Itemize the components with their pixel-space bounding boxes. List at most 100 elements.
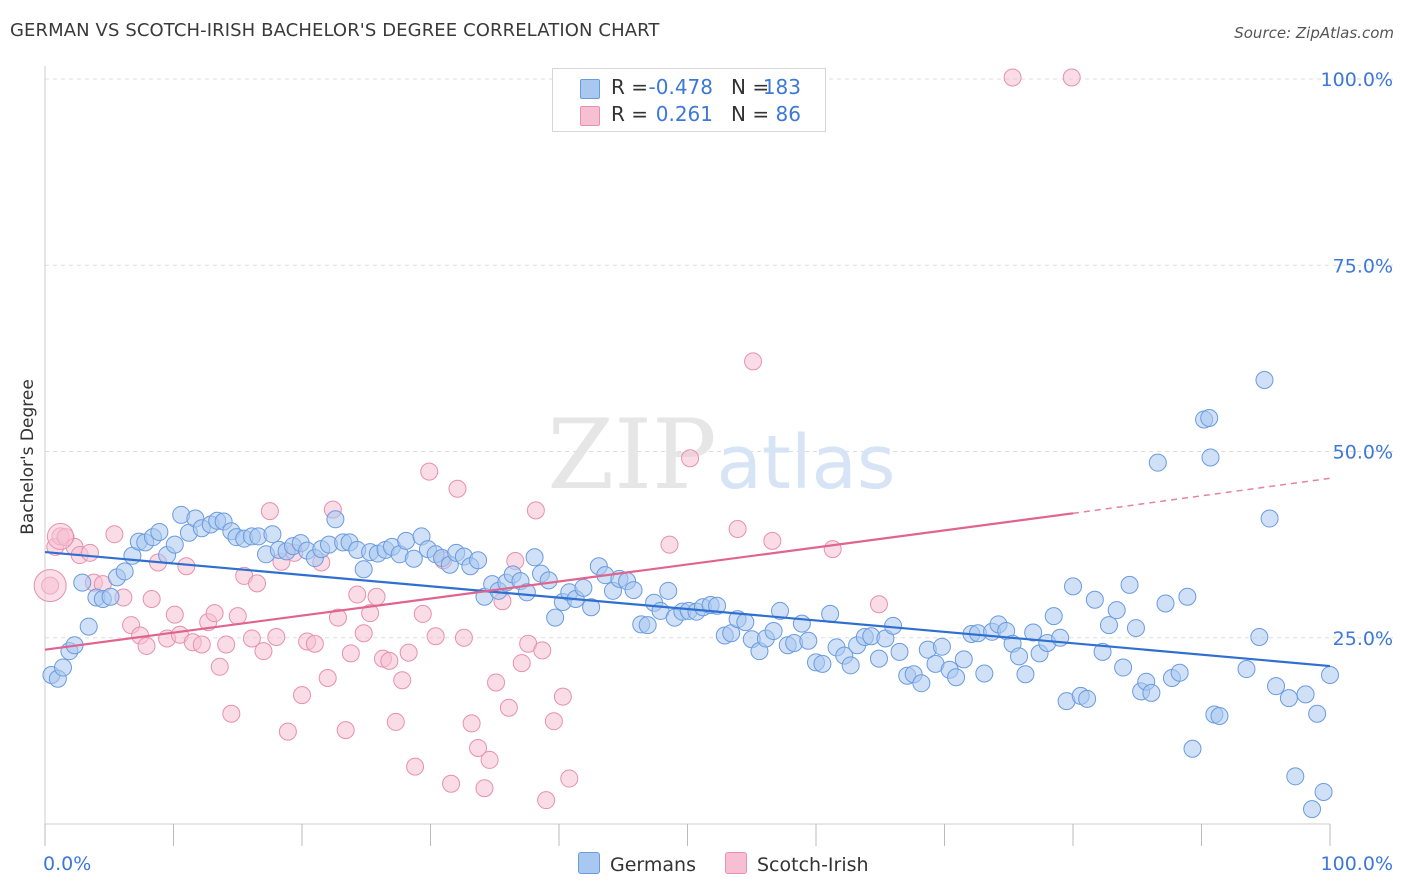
- germans-r-label: R =: [611, 75, 649, 99]
- germans-point: [1142, 683, 1161, 702]
- germans-point: [469, 551, 488, 570]
- chart-title: GERMAN VS SCOTCH-IRISH BACHELOR'S DEGREE…: [10, 20, 660, 41]
- scotch-irish-point: [744, 352, 763, 371]
- germans-n-value: 183: [762, 75, 801, 99]
- scotch-irish-point: [512, 654, 531, 673]
- germans-point: [1093, 642, 1112, 661]
- germans-point: [1044, 607, 1063, 626]
- germans-point: [1120, 575, 1139, 594]
- scotch-irish-point: [462, 714, 481, 733]
- germans-legend-label: Germans: [610, 854, 696, 876]
- legend-row-germans: R = -0.478 N = 183: [553, 74, 825, 102]
- scotch-irish-swatch: [580, 106, 600, 126]
- germans-point: [1286, 767, 1305, 786]
- germans-point: [1085, 590, 1104, 609]
- germans-point: [517, 583, 536, 602]
- germans-point: [1321, 666, 1339, 684]
- germans-point: [397, 531, 416, 550]
- scotch-irish-point: [341, 644, 360, 663]
- y-tick-label: 25.0%: [1333, 628, 1393, 650]
- watermark: ZIP atlas: [547, 399, 895, 511]
- germans-point: [1078, 689, 1097, 708]
- germans-point: [1279, 689, 1298, 708]
- scotch-irish-point: [242, 629, 261, 648]
- scotch-irish-point: [480, 750, 499, 769]
- germans-point: [1170, 663, 1189, 682]
- germans-point: [932, 637, 951, 656]
- scotch-irish-point: [448, 479, 467, 498]
- scotch-irish-point: [406, 757, 425, 776]
- scotch-irish-point: [823, 540, 842, 559]
- germans-point: [1178, 587, 1197, 606]
- scotch-irish-trend-line: [44, 512, 1074, 651]
- scotch-irish-point: [165, 605, 184, 624]
- germans-point: [1303, 800, 1322, 819]
- germans-r-value: -0.478: [648, 75, 713, 99]
- scotch-irish-n-value: 86: [775, 102, 801, 126]
- scotch-irish-point: [336, 721, 355, 740]
- germans-point: [525, 548, 544, 567]
- x-tick-label: 100.0%: [1321, 853, 1393, 875]
- y-tick-label: 50.0%: [1333, 442, 1393, 464]
- germans-point: [546, 608, 565, 627]
- germans-point: [1250, 628, 1269, 647]
- germans-point: [975, 664, 994, 683]
- scotch-irish-point: [354, 624, 373, 643]
- germans-point: [659, 581, 678, 600]
- scotch-irish-point: [105, 525, 124, 544]
- germans-point: [1260, 509, 1279, 528]
- germans-point: [764, 622, 783, 641]
- germans-point: [1267, 677, 1286, 696]
- scotch-irish-point: [278, 722, 297, 741]
- scotch-irish-point: [420, 462, 439, 481]
- scotch-irish-point: [386, 712, 405, 731]
- scotch-irish-point: [192, 635, 211, 654]
- scotch-irish-point: [499, 698, 518, 717]
- germans-point: [1200, 408, 1219, 427]
- source-label: Source: ZipAtlas.com: [1234, 24, 1394, 42]
- scotch-irish-point: [318, 668, 337, 687]
- scotch-irish-legend-swatch: [725, 852, 747, 874]
- scotch-irish-point: [560, 769, 579, 788]
- scotch-irish-point: [361, 604, 380, 623]
- scotch-irish-point: [469, 739, 488, 758]
- germans-point: [150, 522, 169, 541]
- germans-point: [1237, 660, 1256, 679]
- scotch-irish-point: [487, 673, 506, 692]
- germans-swatch: [580, 79, 600, 99]
- scotch-irish-point: [217, 635, 236, 654]
- scotch-irish-point: [142, 590, 161, 609]
- germans-point: [799, 631, 818, 650]
- scotch-irish-point: [442, 774, 461, 793]
- scotch-irish-point: [660, 535, 679, 554]
- scotch-irish-point: [137, 636, 156, 655]
- scotch-irish-point: [537, 791, 556, 810]
- germans-point: [1148, 453, 1167, 472]
- scotch-irish-point: [393, 671, 412, 690]
- scotch-irish-r-value: 0.261: [655, 102, 713, 126]
- series-scotch-irish: [33, 68, 1081, 810]
- scotch-irish-point: [348, 585, 367, 604]
- germans-point: [115, 562, 134, 581]
- scotch-irish-point: [869, 595, 888, 614]
- scotch-irish-point: [248, 574, 267, 593]
- germans-point: [1016, 665, 1035, 684]
- germans-point: [574, 578, 593, 597]
- scotch-irish-point: [228, 607, 247, 626]
- scotch-irish-point: [267, 628, 286, 647]
- germans-point: [1156, 594, 1175, 613]
- axes: [44, 66, 1331, 846]
- germans-point: [1107, 601, 1126, 620]
- germans-point: [354, 560, 373, 579]
- y-axis-label: Bachelor's Degree: [18, 379, 38, 535]
- scotch-irish-point: [254, 642, 273, 661]
- germans-point: [1099, 616, 1118, 635]
- scotch-irish-point-large: [46, 522, 74, 550]
- germans-point: [638, 616, 657, 635]
- scotch-irish-point: [681, 449, 700, 468]
- germans-point: [821, 604, 840, 623]
- germans-point: [1201, 448, 1220, 467]
- germans-point: [1210, 706, 1229, 725]
- scotch-irish-point: [260, 502, 279, 521]
